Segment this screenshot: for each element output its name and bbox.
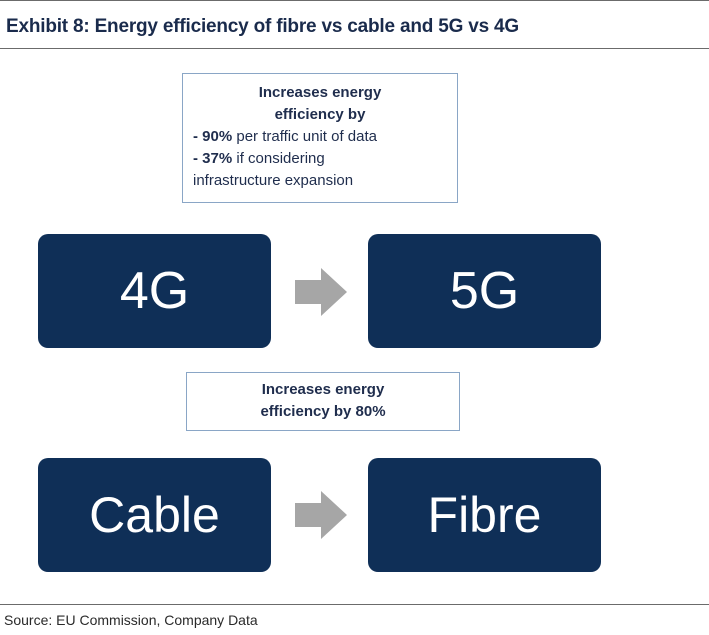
node-cable: Cable: [38, 458, 271, 572]
node-5g: 5G: [368, 234, 601, 348]
fixed-efficiency-callout: Increases energy efficiency by 80%: [186, 372, 460, 431]
node-cable-label: Cable: [89, 487, 220, 543]
mobile-efficiency-callout: Increases energy efficiency by - 90% per…: [182, 73, 458, 203]
top-rule: [0, 0, 709, 1]
callout-item-2: - 37% if considering: [193, 148, 447, 170]
arrow-right-icon: [295, 268, 347, 316]
node-4g-label: 4G: [119, 262, 190, 320]
source-rule: [0, 604, 709, 605]
callout-item-1-text: per traffic unit of data: [236, 128, 377, 145]
callout-item-2-value: - 37%: [193, 150, 233, 167]
callout-item-1-value: - 90%: [193, 128, 233, 145]
callout-heading-line2: efficiency by: [274, 106, 366, 123]
source-note: Source: EU Commission, Company Data: [4, 612, 258, 628]
node-4g: 4G: [38, 234, 271, 348]
callout-item-1: - 90% per traffic unit of data: [193, 126, 447, 148]
node-5g-label: 5G: [449, 262, 520, 320]
callout-heading-line1: Increases energy: [258, 84, 382, 101]
node-fibre: Fibre: [368, 458, 601, 572]
arrow-right-icon: [295, 491, 347, 539]
node-fibre-label: Fibre: [427, 487, 542, 543]
fixed-callout-line1: Increases energy: [261, 381, 385, 398]
fixed-callout-line2: efficiency by 80%: [260, 403, 386, 420]
callout-item-2-text-line2: infrastructure expansion: [193, 172, 354, 189]
callout-item-2-text: if considering: [236, 150, 325, 167]
exhibit-title: Exhibit 8: Energy efficiency of fibre vs…: [6, 16, 519, 37]
title-rule: [0, 48, 709, 49]
